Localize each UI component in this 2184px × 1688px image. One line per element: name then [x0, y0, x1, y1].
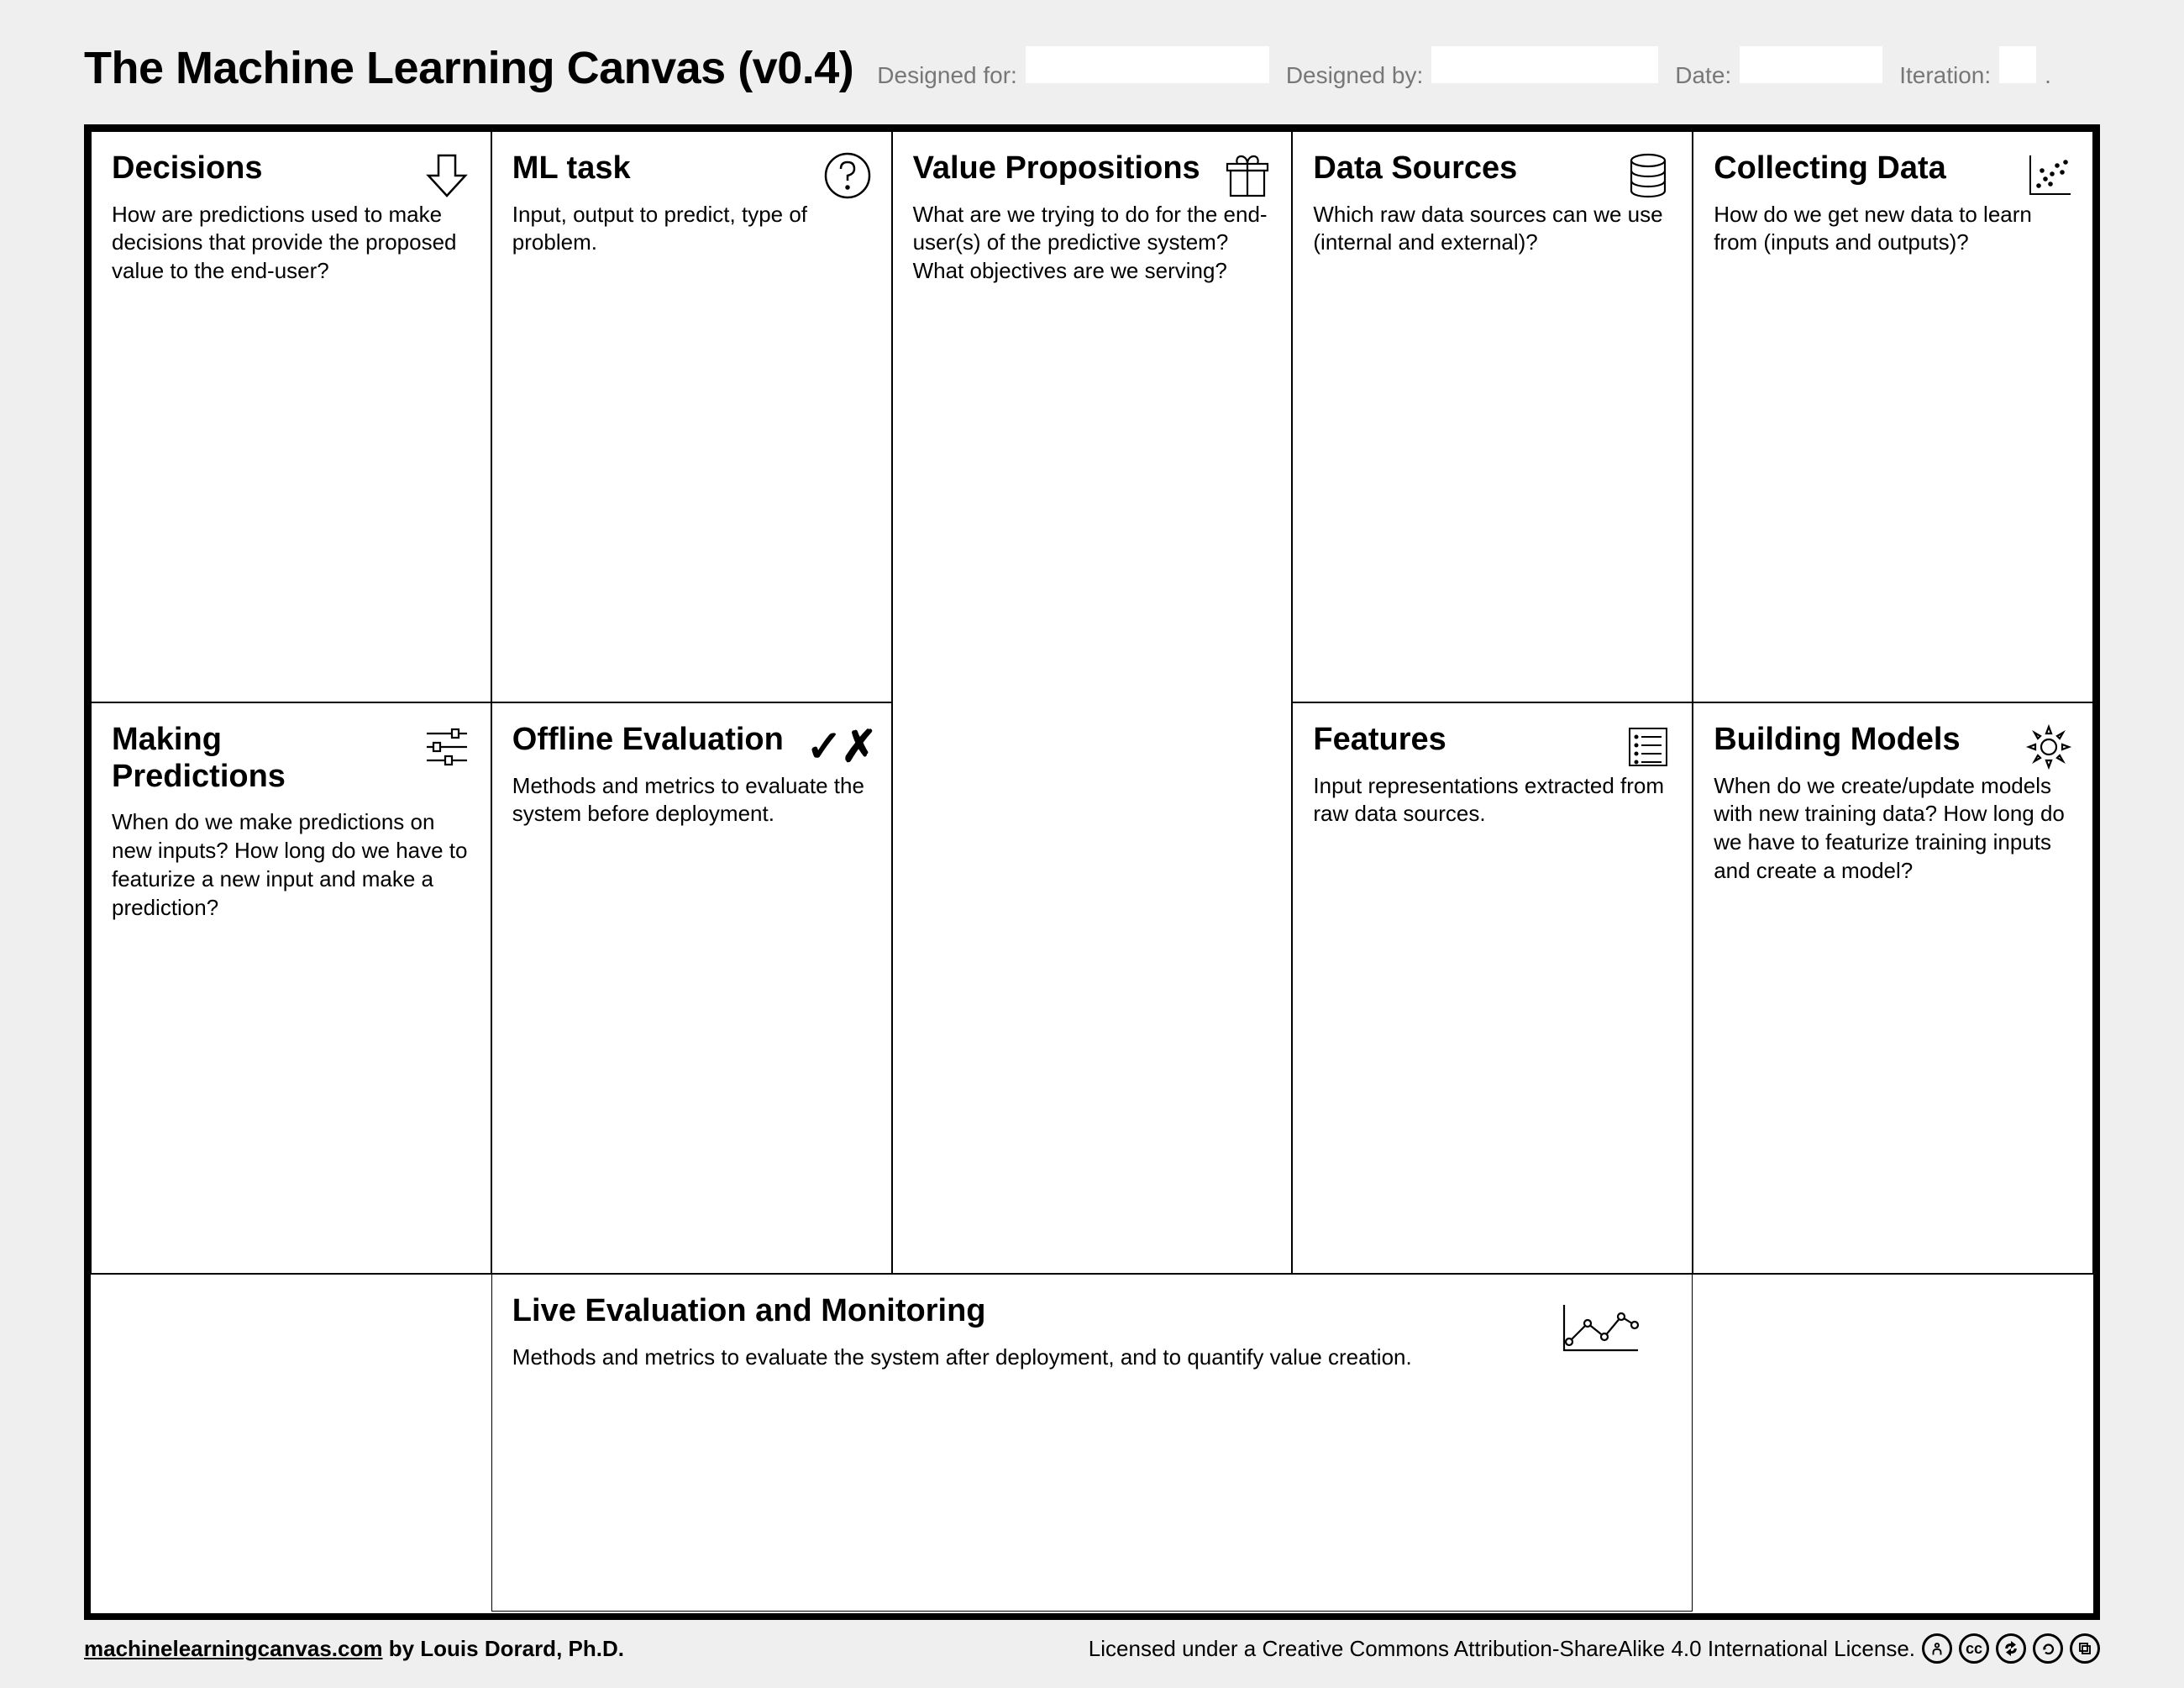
- cell-features: Features Input representations extracted…: [1292, 702, 1693, 1274]
- cell-desc: Which raw data sources can we use (inter…: [1313, 201, 1672, 258]
- cell-value-propositions: Value Propositions What are we trying to…: [892, 131, 1293, 1274]
- cell-title: ML task: [512, 150, 871, 187]
- header: The Machine Learning Canvas (v0.4) Desig…: [84, 42, 2100, 94]
- author-text: by Louis Dorard, Ph.D.: [382, 1636, 623, 1661]
- cell-building-models: Building Models When do we create/update…: [1693, 702, 2093, 1274]
- cell-title: Decisions: [112, 150, 470, 187]
- date-label: Date:: [1675, 62, 1731, 89]
- cell-desc: When do we make predictions on new input…: [112, 808, 470, 922]
- cc-sa-icon: [2033, 1633, 2063, 1664]
- cell-making-predictions: Making Predictions When do we make predi…: [91, 702, 491, 1274]
- footer: machinelearningcanvas.com by Louis Dorar…: [84, 1633, 2100, 1664]
- cell-live-evaluation: Live Evaluation and Monitoring Methods a…: [491, 1274, 1693, 1612]
- header-meta: Designed for: Designed by: Date: Iterati…: [877, 46, 2100, 89]
- page-title: The Machine Learning Canvas (v0.4): [84, 42, 853, 94]
- footer-credit: machinelearningcanvas.com by Louis Dorar…: [84, 1636, 624, 1662]
- cell-title: Collecting Data: [1714, 150, 2072, 187]
- cc-icon: cc: [1959, 1633, 1989, 1664]
- date-input[interactable]: [1740, 46, 1882, 83]
- cell-title: Features: [1313, 722, 1672, 759]
- cell-desc: Methods and metrics to evaluate the syst…: [512, 772, 871, 829]
- gear-icon: [2024, 722, 2074, 772]
- designed-for-field: Designed for:: [877, 46, 1269, 89]
- check-x-icon: ✓✗: [806, 725, 875, 769]
- list-icon: [1623, 722, 1673, 772]
- question-icon: [822, 150, 873, 201]
- cell-desc: Methods and metrics to evaluate the syst…: [512, 1344, 1672, 1372]
- blank-left: [91, 1274, 491, 1612]
- cell-desc: Input, output to predict, type of proble…: [512, 201, 871, 258]
- footer-license: Licensed under a Creative Commons Attrib…: [1089, 1633, 2100, 1664]
- designed-for-input[interactable]: [1026, 46, 1269, 83]
- cell-desc: When do we create/update models with new…: [1714, 772, 2072, 886]
- cell-title: Making Predictions: [112, 722, 470, 795]
- scatter-icon: [2024, 150, 2074, 201]
- designed-by-label: Designed by:: [1286, 62, 1423, 89]
- designed-by-field: Designed by:: [1286, 46, 1658, 89]
- arrow-down-icon: [422, 150, 472, 201]
- cc-by-icon: [1922, 1633, 1952, 1664]
- cell-title: Data Sources: [1313, 150, 1672, 187]
- iteration-input[interactable]: [1999, 46, 2036, 83]
- designed-by-input[interactable]: [1431, 46, 1658, 83]
- date-field: Date:: [1675, 46, 1882, 89]
- cell-mltask: ML task Input, output to predict, type o…: [491, 131, 892, 702]
- gift-icon: [1222, 150, 1273, 201]
- site-link[interactable]: machinelearningcanvas.com: [84, 1636, 382, 1661]
- cell-title: Value Propositions: [913, 150, 1272, 187]
- cell-collecting-data: Collecting Data How do we get new data t…: [1693, 131, 2093, 702]
- sliders-icon: [422, 722, 472, 772]
- ml-canvas-grid: Decisions How are predictions used to ma…: [84, 124, 2100, 1620]
- cell-desc: Input representations extracted from raw…: [1313, 772, 1672, 829]
- page: The Machine Learning Canvas (v0.4) Desig…: [0, 0, 2184, 1688]
- cell-title: Building Models: [1714, 722, 2072, 759]
- cell-desc: What are we trying to do for the end-use…: [913, 201, 1272, 286]
- iteration-label: Iteration:: [1899, 62, 1991, 89]
- linechart-icon: [1557, 1300, 1641, 1359]
- cell-desc: How are predictions used to make decisio…: [112, 201, 470, 286]
- cell-title: Live Evaluation and Monitoring: [512, 1293, 1672, 1330]
- blank-right: [1693, 1274, 2093, 1612]
- designed-for-label: Designed for:: [877, 62, 1017, 89]
- iteration-period: .: [2045, 62, 2051, 89]
- cc-copy-icon: [2070, 1633, 2100, 1664]
- cell-decisions: Decisions How are predictions used to ma…: [91, 131, 491, 702]
- cell-desc: How do we get new data to learn from (in…: [1714, 201, 2072, 258]
- license-text: Licensed under a Creative Commons Attrib…: [1089, 1636, 1915, 1662]
- cell-offline-evaluation: Offline Evaluation Methods and metrics t…: [491, 702, 892, 1274]
- database-icon: [1623, 150, 1673, 201]
- iteration-field: Iteration: .: [1899, 46, 2051, 89]
- cell-data-sources: Data Sources Which raw data sources can …: [1292, 131, 1693, 702]
- cc-remix-icon: [1996, 1633, 2026, 1664]
